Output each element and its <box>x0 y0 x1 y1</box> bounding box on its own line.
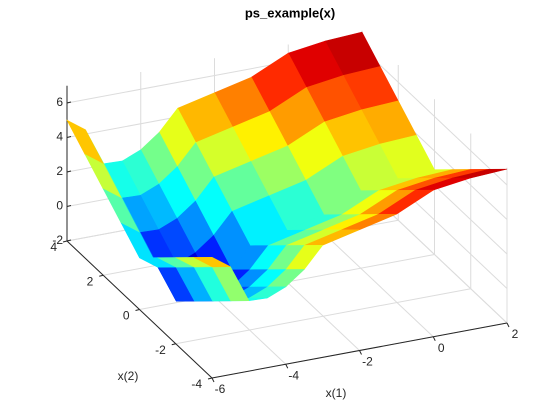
y-axis-label: x(2) <box>118 369 139 383</box>
chart-title: ps_example(x) <box>245 5 335 20</box>
grid-line <box>175 288 471 345</box>
x-tick-label: 0 <box>438 341 445 355</box>
y-tick <box>171 343 176 346</box>
x-tick-label: 2 <box>512 327 519 341</box>
x-axis-label: x(1) <box>326 386 347 400</box>
z-tick <box>66 205 72 207</box>
x-tick-label: -4 <box>288 368 299 382</box>
y-tick-label: 4 <box>50 240 57 254</box>
y-tick-label: 2 <box>87 274 94 288</box>
x-tick-label: -6 <box>215 382 226 396</box>
surface-patch <box>66 119 105 165</box>
x-tick <box>285 364 289 369</box>
z-tick <box>66 170 72 173</box>
z-tick <box>66 136 72 138</box>
x-tick <box>211 377 215 383</box>
z-tick-label: -2 <box>52 233 63 247</box>
x-tick <box>359 350 362 355</box>
y-tick <box>62 240 68 243</box>
surface-patch <box>193 256 231 268</box>
y-tick-label: 0 <box>123 309 130 323</box>
z-tick <box>66 101 72 104</box>
z-tick-label: 6 <box>56 95 63 109</box>
z-tick-label: 4 <box>56 130 63 144</box>
x-tick <box>432 336 436 341</box>
y-tick-label: -2 <box>155 343 166 357</box>
grid-line <box>361 47 508 186</box>
y-tick-label: -4 <box>191 377 202 391</box>
x-tick <box>506 322 510 328</box>
z-tick <box>66 239 72 242</box>
z-tick-label: 2 <box>56 164 63 178</box>
y-tick <box>207 377 213 380</box>
y-tick <box>135 309 140 311</box>
x-tick-label: -2 <box>362 355 373 369</box>
y-tick <box>99 274 104 277</box>
z-tick-label: 0 <box>56 199 63 213</box>
